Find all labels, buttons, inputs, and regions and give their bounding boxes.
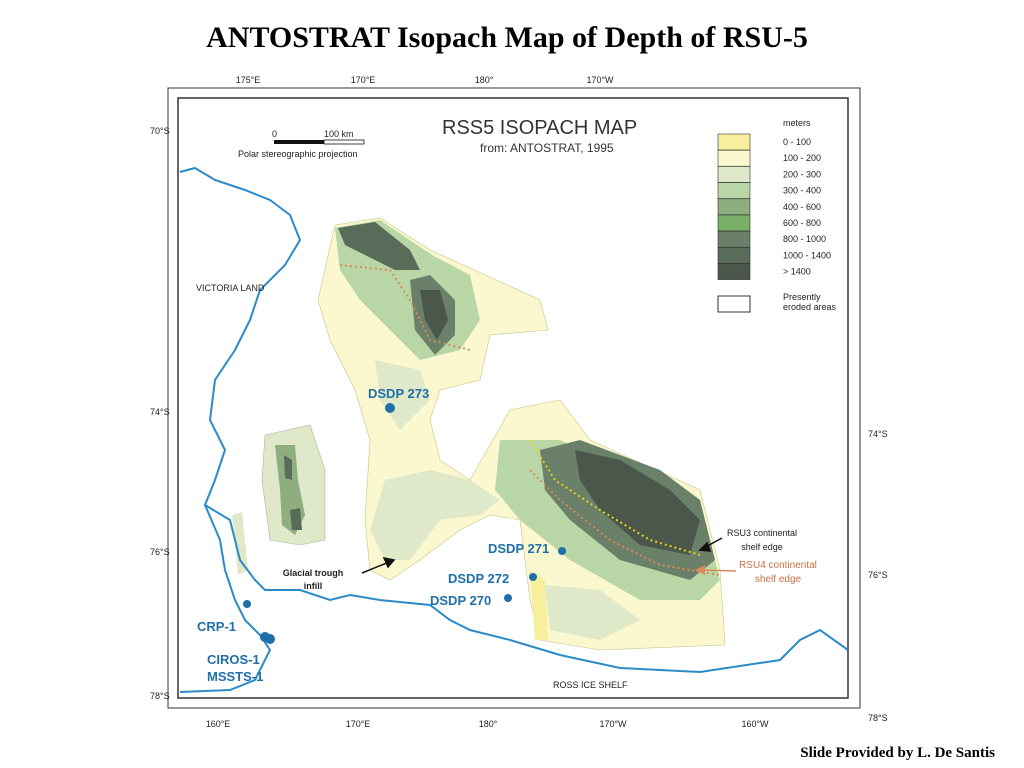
map-title: RSS5 ISOPACH MAP: [442, 117, 637, 139]
graticule-label: 74°S: [150, 407, 170, 417]
legend-label: 100 - 200: [783, 153, 821, 163]
region-label: VICTORIA LAND: [196, 283, 265, 293]
site-label: CIROS-1: [207, 652, 260, 667]
graticule-label: 175°E: [236, 75, 261, 85]
legend-label: 1000 - 1400: [783, 250, 831, 260]
site-label: MSSTS-1: [207, 669, 263, 684]
scale-bar: 0 100 km Polar stereographic projection: [238, 129, 365, 159]
arrows: [361, 537, 737, 575]
site-label: DSDP 270: [430, 593, 491, 608]
site-label: CRP-1: [197, 619, 236, 634]
legend-label: 300 - 400: [783, 186, 821, 196]
rsu4-label: shelf edge: [755, 574, 802, 585]
graticule-label: 70°S: [150, 126, 170, 136]
site-label: DSDP 271: [488, 541, 549, 556]
graticule-label: 170°E: [351, 75, 376, 85]
graticule-label: 170°W: [586, 75, 614, 85]
legend-eroded: Presently: [783, 292, 821, 302]
legend-swatch: [717, 263, 751, 280]
credit: Slide Provided by L. De Santis: [800, 745, 995, 761]
scale-zero: 0: [272, 129, 277, 139]
legend-swatch: [717, 149, 751, 167]
legend-swatch: [717, 198, 751, 216]
eroded-swatch: [717, 295, 751, 313]
graticule-labels: 175°E 170°E 180° 170°W 160°E 170°E 180° 170°W 16…: [150, 75, 888, 729]
site-label: DSDP 272: [448, 571, 509, 586]
graticule-label: 76°S: [868, 570, 888, 580]
slide-title: ANTOSTRAT Isopach Map of Depth of RSU-5: [206, 21, 808, 54]
shelf-edges: [339, 264, 721, 576]
map-subtitle: from: ANTOSTRAT, 1995: [480, 141, 614, 155]
graticule-label: 180°: [475, 75, 494, 85]
graticule-label: 160°E: [206, 719, 231, 729]
legend-swatch: [717, 182, 751, 199]
legend-label: 0 - 100: [783, 137, 811, 147]
legend-swatch: [717, 247, 751, 264]
legend-title: meters: [783, 118, 811, 128]
site-markers: [243, 403, 566, 644]
rsu3-label: shelf edge: [741, 542, 783, 552]
trough-label: Glacial trough: [283, 568, 344, 578]
graticule-label: 170°E: [346, 719, 371, 729]
graticule-label: 74°S: [868, 429, 888, 439]
legend-swatch: [717, 214, 751, 232]
coastline: [179, 166, 849, 693]
graticule-label: 170°W: [599, 719, 627, 729]
legend: 0 - 100 100 - 200 200 - 300 300 - 400 400 - …: [717, 133, 831, 280]
site-label: DSDP 273: [368, 386, 429, 401]
graticule-label: 76°S: [150, 547, 170, 557]
graticule-label: 160°W: [741, 719, 769, 729]
legend-label: > 1400: [783, 267, 811, 277]
rsu4-label: RSU4 continental: [739, 560, 817, 571]
ice-shelf-label: ROSS ICE SHELF: [553, 680, 628, 690]
graticule-label: 78°S: [868, 713, 888, 723]
legend-label: 600 - 800: [783, 218, 821, 228]
rsu3-label: RSU3 continental: [727, 528, 797, 538]
legend-swatch: [717, 166, 751, 183]
projection: Polar stereographic projection: [238, 149, 358, 159]
graticule-label: 78°S: [150, 691, 170, 701]
map-outer-frame: [167, 87, 861, 709]
legend-label: 200 - 300: [783, 169, 821, 179]
legend-swatch: [717, 133, 751, 151]
isopach-shapes: [232, 217, 726, 651]
legend-swatch: [717, 230, 751, 248]
scale-length: 100 km: [324, 129, 354, 139]
legend-eroded: eroded areas: [783, 302, 837, 312]
trough-label: infill: [304, 581, 323, 591]
graticule-label: 180°: [479, 719, 498, 729]
legend-label: 400 - 600: [783, 202, 821, 212]
legend-label: 800 - 1000: [783, 234, 826, 244]
